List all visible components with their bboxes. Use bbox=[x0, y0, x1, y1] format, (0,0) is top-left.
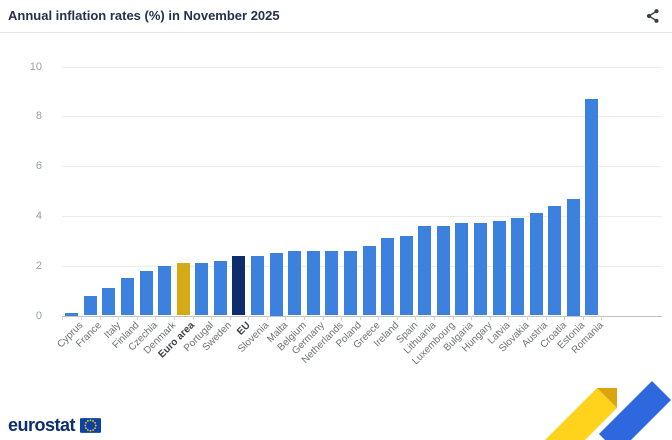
bar-austria[interactable] bbox=[529, 213, 543, 316]
x-axis-tick bbox=[322, 315, 324, 320]
y-gridline bbox=[62, 116, 662, 118]
y-gridline bbox=[62, 215, 662, 217]
bar-latvia[interactable] bbox=[492, 220, 506, 316]
x-axis-tick bbox=[192, 315, 194, 320]
bar-belgium[interactable] bbox=[288, 250, 302, 316]
x-axis-tick bbox=[378, 315, 380, 320]
y-axis-tick-label: 2 bbox=[35, 259, 42, 272]
y-axis-tick-label: 4 bbox=[35, 209, 42, 222]
bar-finland[interactable] bbox=[120, 278, 134, 316]
bar-germany[interactable] bbox=[306, 250, 320, 316]
bar-luxembourg[interactable] bbox=[436, 225, 450, 316]
eurostat-logo-text: eurostat bbox=[8, 415, 76, 435]
eurostat-logo: eurostat bbox=[8, 415, 102, 435]
chart-title: Annual inflation rates (%) in November 2… bbox=[8, 8, 280, 23]
x-axis-tick bbox=[489, 315, 491, 320]
y-axis-tick-label: 10 bbox=[29, 60, 42, 73]
bar-netherlands[interactable] bbox=[325, 250, 339, 316]
x-axis-tick bbox=[99, 315, 101, 320]
x-axis-tick bbox=[471, 315, 473, 320]
y-gridline bbox=[62, 265, 662, 267]
bar-italy[interactable] bbox=[102, 288, 116, 316]
x-axis-tick bbox=[173, 315, 175, 320]
bar-czechia[interactable] bbox=[139, 270, 153, 316]
y-gridline bbox=[62, 66, 662, 68]
x-axis-tick bbox=[564, 315, 566, 320]
x-axis-tick bbox=[396, 315, 398, 320]
bar-cyprus[interactable] bbox=[65, 313, 79, 316]
bar-lithuania[interactable] bbox=[418, 225, 432, 316]
bar-greece[interactable] bbox=[362, 245, 376, 316]
x-axis-tick bbox=[229, 315, 231, 320]
y-axis-tick-label: 6 bbox=[35, 160, 42, 173]
x-axis-tick bbox=[359, 315, 361, 320]
x-axis-tick bbox=[434, 315, 435, 320]
x-axis-tick bbox=[303, 315, 305, 320]
bar-denmark[interactable] bbox=[158, 265, 172, 316]
share-icon bbox=[646, 8, 659, 23]
eu-flag-icon bbox=[80, 417, 102, 433]
x-axis-tick bbox=[118, 315, 120, 320]
x-axis-tick bbox=[526, 315, 528, 320]
x-axis-tick bbox=[545, 315, 547, 320]
bar-euro-area[interactable] bbox=[176, 263, 190, 316]
bar-hungary[interactable] bbox=[474, 223, 487, 316]
share-button[interactable] bbox=[643, 7, 663, 27]
x-axis-tick bbox=[248, 315, 250, 320]
x-axis-tick bbox=[601, 315, 603, 320]
x-axis-tick bbox=[452, 315, 454, 320]
x-axis-tick bbox=[81, 315, 82, 320]
bar-slovenia[interactable] bbox=[251, 255, 264, 316]
x-axis-tick bbox=[136, 315, 138, 320]
bar-bulgaria[interactable] bbox=[455, 223, 469, 316]
bar-estonia[interactable] bbox=[566, 198, 580, 316]
bar-spain[interactable] bbox=[399, 235, 413, 316]
x-axis-tick bbox=[508, 315, 510, 320]
x-axis-tick bbox=[341, 315, 343, 320]
bar-france[interactable] bbox=[83, 295, 97, 316]
bar-sweden[interactable] bbox=[213, 260, 227, 316]
bar-croatia[interactable] bbox=[548, 205, 562, 316]
bar-portugal[interactable] bbox=[195, 263, 209, 316]
bar-eu[interactable] bbox=[232, 255, 246, 316]
y-gridline bbox=[62, 166, 662, 168]
x-axis-tick bbox=[285, 315, 287, 320]
x-axis-tick bbox=[211, 315, 212, 320]
x-axis-tick bbox=[266, 315, 268, 320]
bar-romania[interactable] bbox=[585, 98, 599, 316]
bar-slovakia[interactable] bbox=[511, 218, 525, 316]
x-axis-tick bbox=[415, 315, 417, 320]
bar-poland[interactable] bbox=[343, 250, 357, 316]
x-axis-tick bbox=[155, 315, 157, 320]
x-axis-tick bbox=[62, 315, 64, 320]
chart-header: Annual inflation rates (%) in November 2… bbox=[0, 0, 672, 33]
x-axis-tick bbox=[582, 315, 584, 320]
y-axis-tick-label: 0 bbox=[35, 309, 42, 322]
y-axis-tick-label: 8 bbox=[35, 110, 42, 123]
bar-ireland[interactable] bbox=[381, 238, 395, 316]
x-axis-line bbox=[62, 315, 662, 317]
bar-malta[interactable] bbox=[269, 253, 283, 316]
